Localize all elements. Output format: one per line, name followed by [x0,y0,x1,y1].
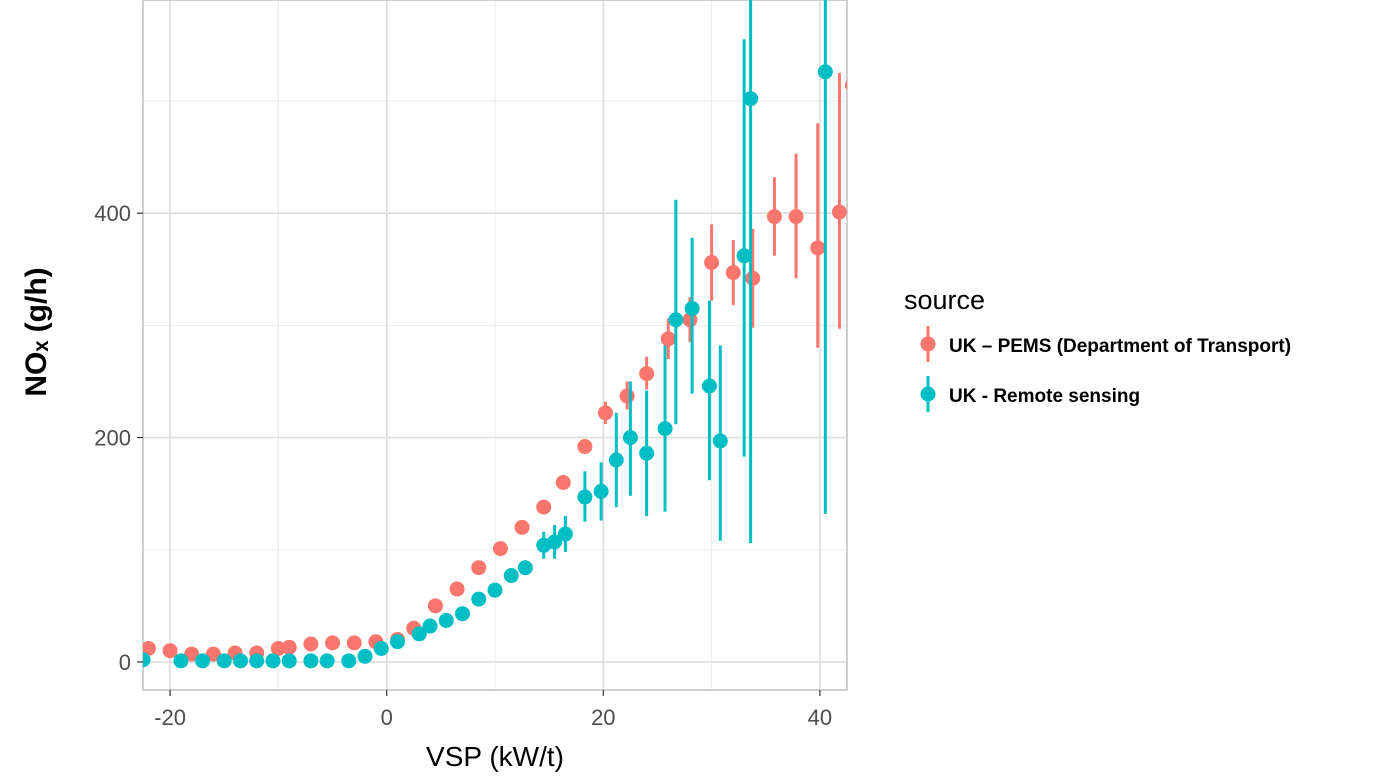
data-point [265,653,281,669]
data-point [639,366,655,382]
data-point [232,653,248,669]
legend-key-dot [920,336,936,352]
data-point [622,430,638,446]
data-point [639,445,655,461]
data-point [536,499,552,515]
data-point [577,439,593,455]
data-point [449,581,465,597]
data-point [205,646,221,662]
data-point [547,534,563,550]
data-point [319,653,335,669]
legend: source UK – PEMS (Department of Transpor… [904,285,1291,412]
x-tick-label: -20 [154,705,186,730]
data-point [745,270,761,286]
data-point [162,643,178,659]
data-point [325,635,341,651]
data-point [487,582,503,598]
y-tick-label: 400 [94,201,131,226]
y-tick-label: 0 [119,650,131,675]
data-point [619,388,635,404]
data-point [597,405,613,421]
data-point [736,248,752,264]
legend-key-remote-sensing [920,376,936,412]
data-point [593,483,609,499]
data-point [281,639,297,655]
data-point [514,519,530,535]
legend-key-pems [920,326,936,362]
data-point [704,255,720,271]
data-point [303,653,319,669]
data-point [712,433,728,449]
data-point [788,209,804,225]
data-point [249,653,265,669]
data-point [455,606,471,622]
data-point [660,331,676,347]
data-point [492,541,508,557]
legend-label-pems: UK – PEMS (Department of Transport) [949,336,1291,357]
x-axis-ticks: -20 0 20 40 [154,690,832,730]
data-point [281,653,297,669]
data-point [427,598,443,614]
data-point [668,312,684,328]
x-tick-label: 20 [591,705,615,730]
data-point [390,634,406,650]
data-point [831,204,847,220]
data-point [411,626,427,642]
data-point [143,652,151,668]
x-tick-label: 40 [808,705,832,730]
data-point [766,209,782,225]
x-axis-title: VSP (kW/t) [426,741,564,772]
data-point [143,640,156,656]
series-1 [143,0,833,669]
data-point [438,612,454,628]
x-tick-label: 0 [381,705,393,730]
data-point [657,421,673,437]
legend-key-dot [920,386,936,402]
data-point [173,653,189,669]
data-point [216,653,232,669]
data-point [608,452,624,468]
series-0 [143,72,847,662]
data-point [557,526,573,542]
legend-label-remote-sensing: UK - Remote sensing [949,386,1140,407]
y-axis-ticks: 0 200 400 [94,201,143,675]
data-point [743,91,759,107]
data-point [817,64,833,80]
data-point [810,240,826,256]
plot-panel-border [142,0,848,691]
data-point [471,591,487,607]
legend-item-remote-sensing: UK - Remote sensing [920,376,1140,412]
y-axis-title: NOₓ (g/h) [20,267,53,396]
data-point [682,312,698,328]
data-point [195,653,211,669]
data-point [270,640,286,656]
data-point [184,646,200,662]
data-point [725,265,741,281]
data-point [684,301,700,317]
data-point [422,618,438,634]
data-point [303,636,319,652]
data-point [844,80,847,91]
data-point [577,489,593,505]
data-point [517,560,533,576]
data-marks [143,0,847,669]
data-point [555,474,571,490]
data-point [701,378,717,394]
legend-item-pems: UK – PEMS (Department of Transport) [920,326,1291,362]
data-point [341,653,357,669]
data-point [373,640,389,656]
data-point [471,560,487,576]
data-point [503,568,519,584]
legend-title: source [904,285,985,315]
data-point [357,648,373,664]
data-point [346,635,362,651]
y-tick-label: 200 [94,426,131,451]
